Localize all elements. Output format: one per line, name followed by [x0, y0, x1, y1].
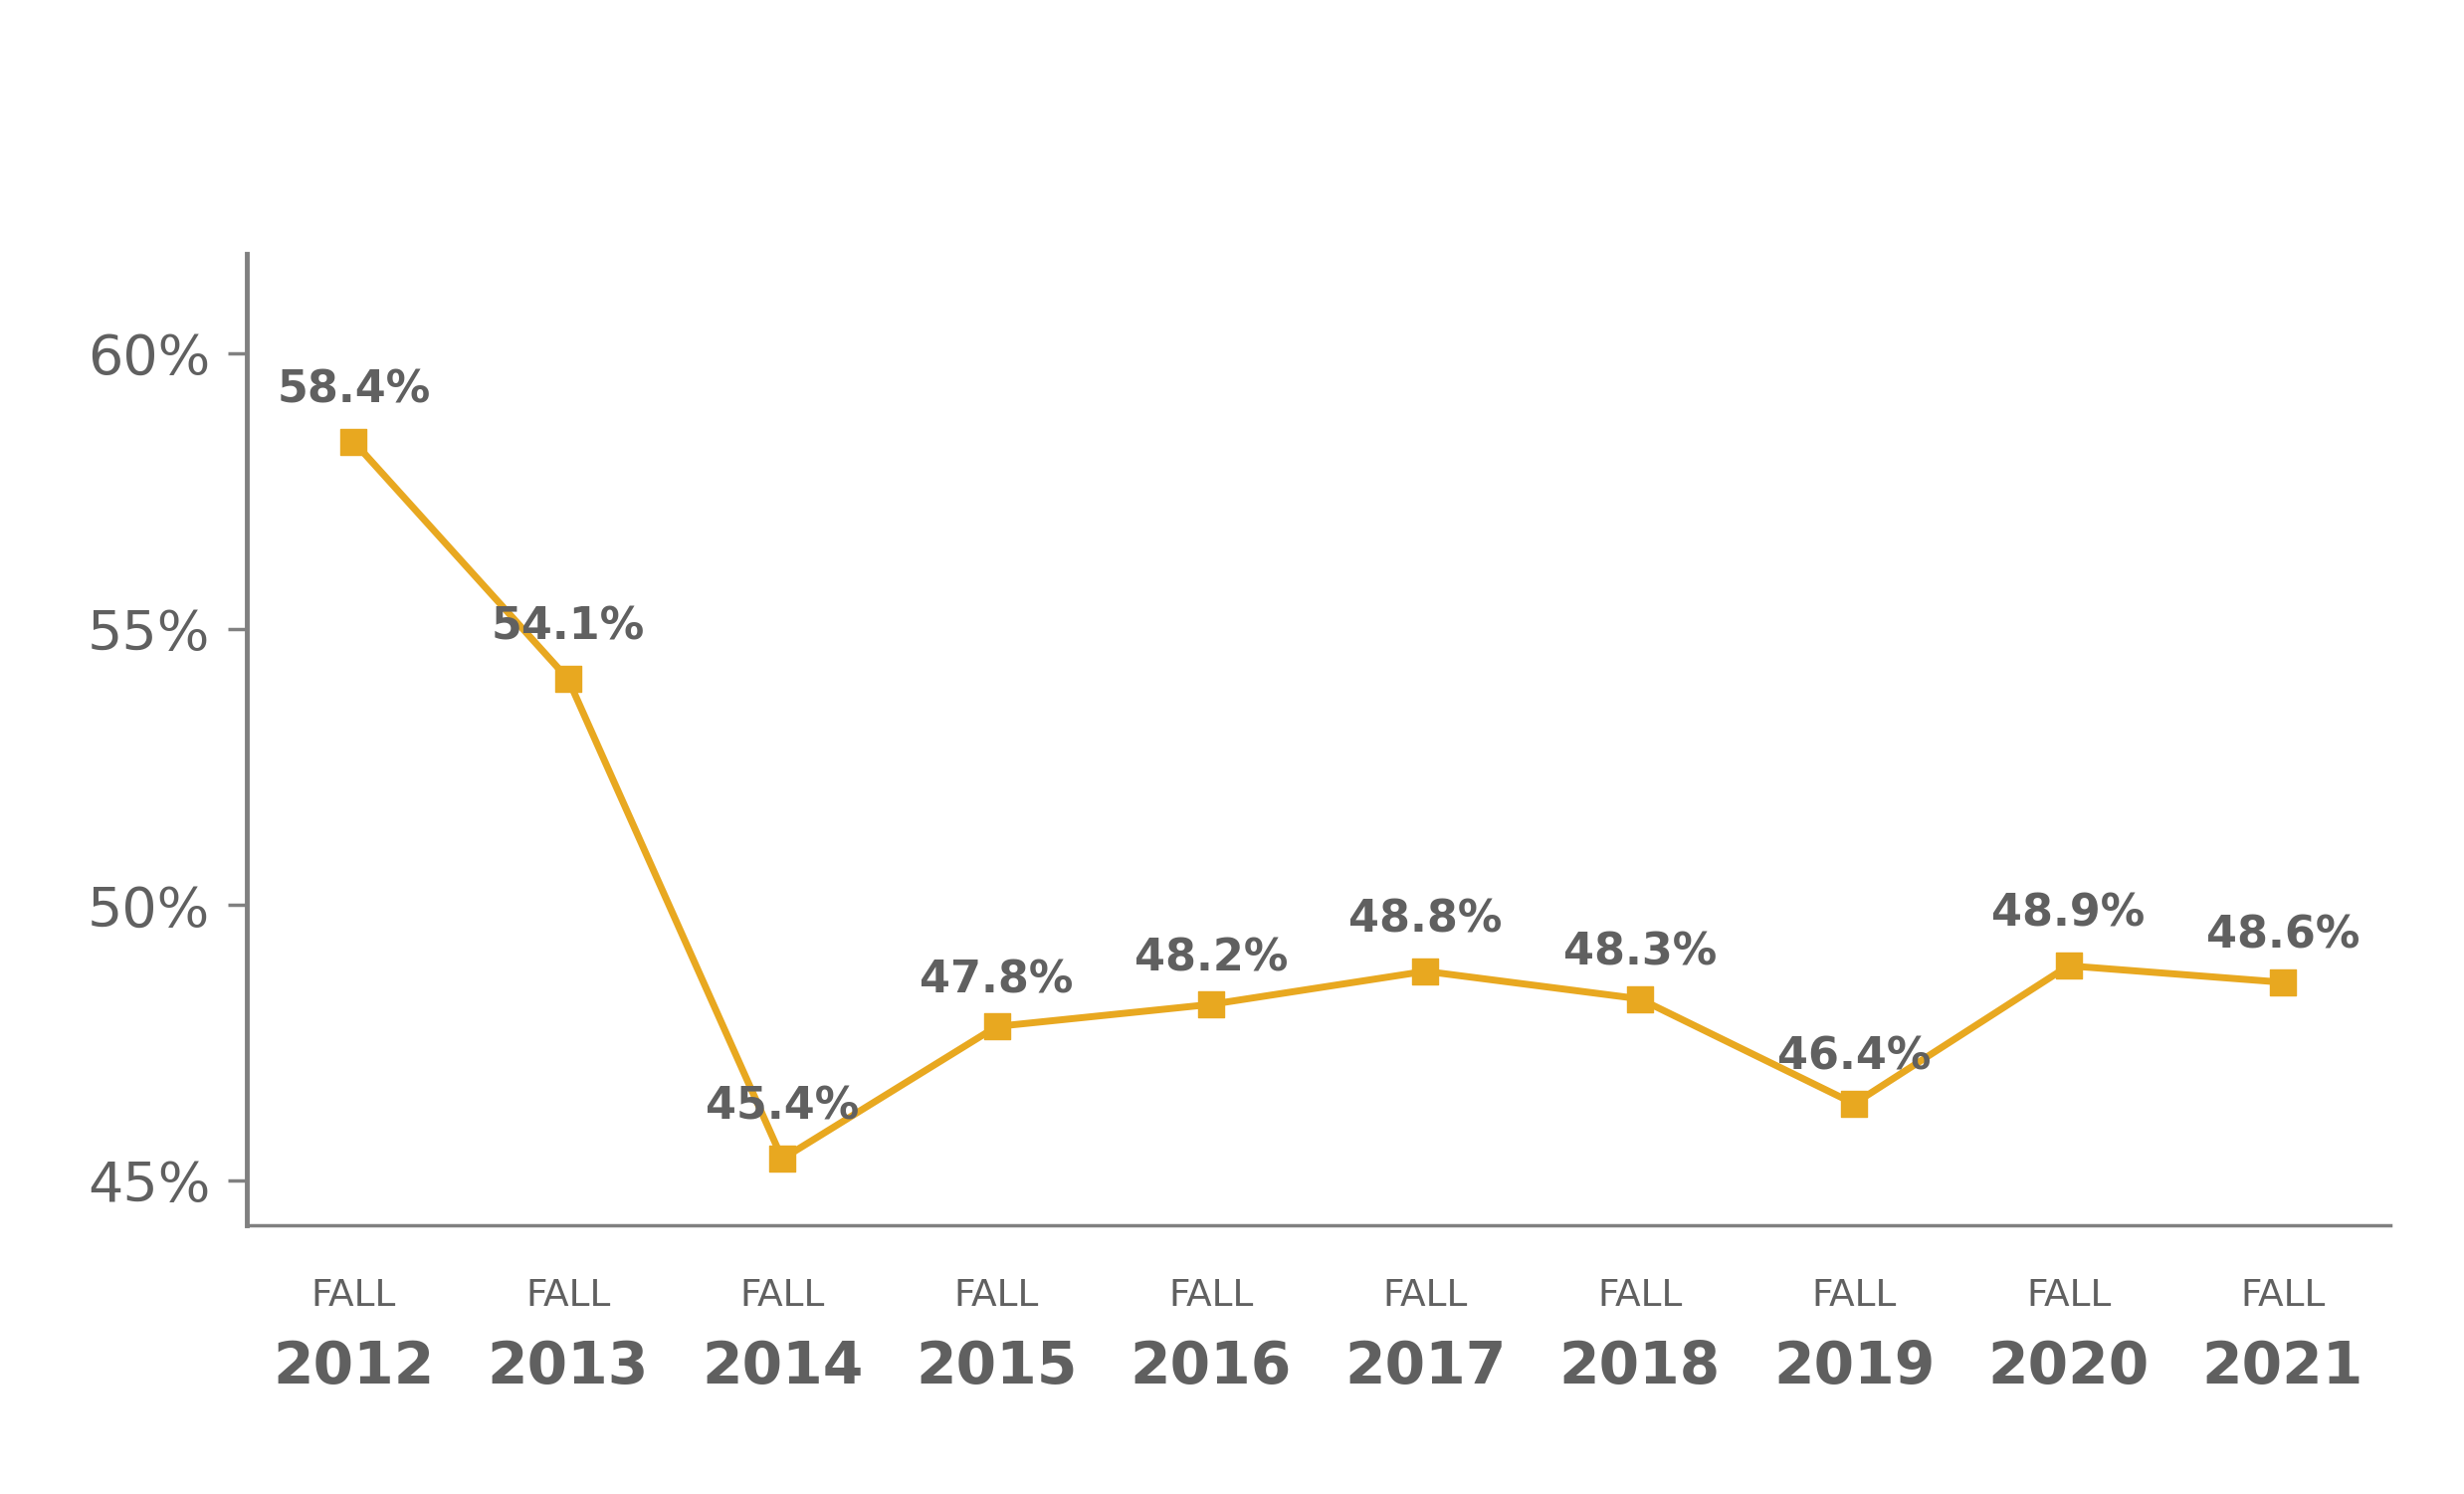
Point	[2050, 953, 2089, 977]
Text: 2014: 2014	[702, 1339, 862, 1395]
Point	[1193, 992, 1232, 1016]
Text: 48.6%: 48.6%	[2205, 914, 2361, 958]
Text: 48.8%: 48.8%	[1348, 898, 1503, 941]
Point	[1621, 988, 1661, 1011]
Text: 2020: 2020	[1988, 1339, 2149, 1395]
Text: FALL: FALL	[310, 1277, 397, 1313]
Text: FALL: FALL	[2025, 1277, 2112, 1313]
Point	[1404, 959, 1444, 983]
Text: FALL: FALL	[954, 1277, 1040, 1313]
Text: 48.2%: 48.2%	[1133, 937, 1289, 980]
Text: FALL: FALL	[2240, 1277, 2326, 1313]
Text: FALL: FALL	[1168, 1277, 1254, 1313]
Text: FALL: FALL	[1597, 1277, 1683, 1313]
Text: 46.4%: 46.4%	[1777, 1035, 1932, 1079]
Point	[764, 1147, 803, 1171]
Text: 58.4%: 58.4%	[276, 369, 431, 411]
Text: FALL: FALL	[525, 1277, 611, 1313]
Point	[335, 430, 375, 454]
Text: FACULTY TENURE DENSITY: FACULTY TENURE DENSITY	[148, 66, 1333, 143]
Text: 48.3%: 48.3%	[1562, 931, 1717, 974]
Point	[976, 1014, 1018, 1038]
Text: 2019: 2019	[1774, 1339, 1934, 1395]
Text: 2012: 2012	[274, 1339, 434, 1395]
Text: FALL: FALL	[739, 1277, 825, 1313]
Point	[549, 666, 589, 690]
Point	[2264, 971, 2304, 995]
Text: 47.8%: 47.8%	[919, 959, 1074, 1001]
Point	[1833, 1092, 1875, 1116]
Text: 2018: 2018	[1560, 1339, 1720, 1395]
Text: FALL: FALL	[1811, 1277, 1897, 1313]
Text: 54.1%: 54.1%	[490, 605, 646, 648]
Text: FALL: FALL	[1382, 1277, 1469, 1313]
Text: 45.4%: 45.4%	[705, 1086, 860, 1128]
Text: 2016: 2016	[1131, 1339, 1291, 1395]
Text: 48.9%: 48.9%	[1991, 892, 2146, 935]
Text: 2015: 2015	[917, 1339, 1077, 1395]
Text: 2017: 2017	[1345, 1339, 1506, 1395]
Text: 2021: 2021	[2203, 1339, 2363, 1395]
Text: 2013: 2013	[488, 1339, 648, 1395]
